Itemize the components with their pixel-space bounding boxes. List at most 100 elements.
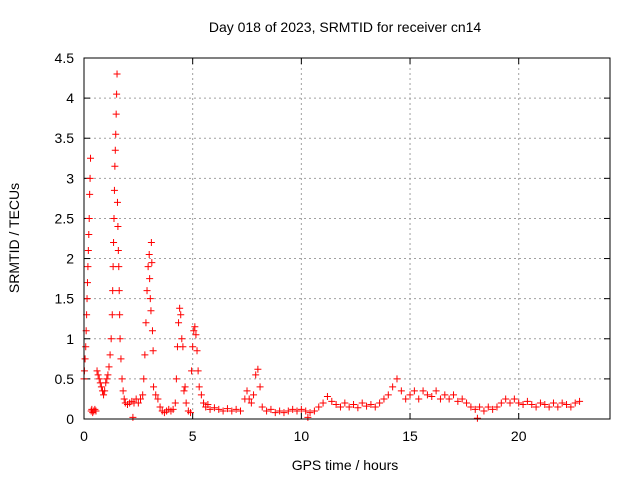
data-point — [178, 335, 186, 343]
data-point — [169, 405, 177, 413]
data-point — [149, 347, 157, 355]
data-point — [515, 399, 523, 407]
data-point — [276, 407, 284, 415]
data-point — [280, 409, 288, 417]
y-tick-label: 0 — [66, 411, 74, 427]
data-point — [441, 391, 449, 399]
data-point — [328, 397, 336, 405]
y-tick-label: 1.5 — [55, 291, 75, 307]
data-point — [194, 367, 202, 375]
data-point — [195, 383, 203, 391]
data-point — [86, 190, 94, 198]
data-point — [473, 414, 481, 422]
data-point — [111, 146, 119, 154]
data-point — [181, 383, 189, 391]
data-point — [140, 375, 148, 383]
data-point — [106, 351, 114, 359]
data-point — [315, 403, 323, 411]
data-point — [200, 399, 208, 407]
y-tick-label: 3.5 — [55, 130, 75, 146]
data-point — [182, 399, 190, 407]
data-point — [271, 409, 279, 417]
data-point — [93, 367, 101, 375]
y-tick-label: 0.5 — [55, 371, 75, 387]
data-point — [85, 230, 93, 238]
data-point — [118, 375, 126, 383]
data-point — [116, 335, 124, 343]
data-point — [142, 319, 150, 327]
data-point — [384, 391, 392, 399]
data-point — [389, 383, 397, 391]
data-point — [358, 399, 366, 407]
data-point — [256, 383, 264, 391]
data-point — [523, 397, 531, 405]
data-point — [114, 247, 122, 255]
data-point — [152, 391, 160, 399]
data-point — [476, 403, 484, 411]
data-point — [190, 327, 198, 335]
data-point — [436, 395, 444, 403]
data-point — [549, 399, 557, 407]
data-point — [247, 399, 255, 407]
data-point — [113, 198, 121, 206]
data-point — [143, 287, 151, 295]
data-point — [172, 375, 180, 383]
data-point — [263, 407, 271, 415]
data-point — [117, 355, 125, 363]
data-point — [332, 401, 340, 409]
data-point — [113, 90, 121, 98]
data-point — [428, 393, 436, 401]
data-point — [204, 401, 212, 409]
data-point — [236, 407, 244, 415]
data-point — [245, 395, 253, 403]
data-point — [506, 399, 514, 407]
data-point — [111, 162, 119, 170]
data-point — [187, 409, 195, 417]
data-point — [415, 395, 423, 403]
data-point — [134, 399, 142, 407]
data-point — [108, 311, 116, 319]
x-tick-label: 5 — [189, 428, 197, 444]
data-point — [484, 403, 492, 411]
data-point — [502, 395, 510, 403]
data-point — [380, 395, 388, 403]
data-point — [406, 391, 414, 399]
data-point — [94, 371, 102, 379]
data-point — [571, 399, 579, 407]
data-point — [497, 399, 505, 407]
data-point — [191, 323, 199, 331]
data-point — [110, 186, 118, 194]
data-point — [81, 355, 89, 363]
data-point — [210, 404, 218, 412]
data-point — [150, 383, 158, 391]
data-point — [120, 395, 128, 403]
x-tick-label: 20 — [511, 428, 527, 444]
data-point — [189, 343, 197, 351]
data-point — [302, 407, 310, 415]
data-point — [341, 399, 349, 407]
data-point — [363, 402, 371, 410]
data-point — [176, 304, 184, 312]
data-point — [510, 395, 518, 403]
y-tick-label: 4.5 — [55, 50, 75, 66]
data-point — [223, 405, 231, 413]
data-point — [105, 363, 113, 371]
data-point — [454, 397, 462, 405]
data-point — [171, 399, 179, 407]
data-point — [463, 399, 471, 407]
data-point — [146, 295, 154, 303]
data-point — [215, 405, 223, 413]
data-point — [243, 387, 251, 395]
data-point — [180, 387, 188, 395]
y-axis-label: SRMTID / TECUs — [6, 183, 22, 293]
data-point — [419, 387, 427, 395]
data-point — [393, 375, 401, 383]
data-point — [101, 387, 109, 395]
data-point — [293, 407, 301, 415]
data-point — [119, 387, 127, 395]
data-point — [115, 263, 123, 271]
data-point — [467, 403, 475, 411]
data-point — [345, 403, 353, 411]
data-point — [197, 391, 205, 399]
